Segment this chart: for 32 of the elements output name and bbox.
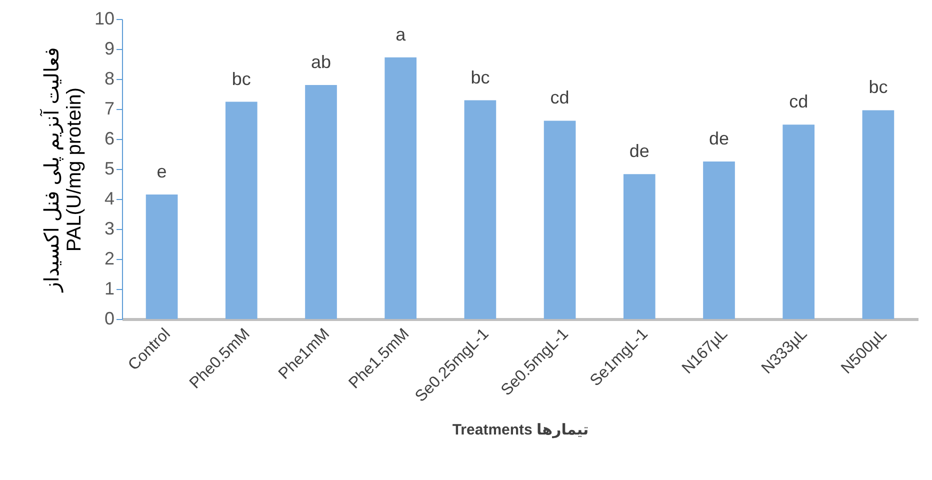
annotation: e [156, 162, 167, 182]
bar [384, 57, 417, 319]
y-tick-label: 10 [94, 8, 114, 28]
y-tick-label: 8 [104, 68, 114, 88]
annotation: ab [310, 52, 332, 72]
bar [146, 194, 178, 319]
bar [544, 120, 576, 319]
bar [862, 110, 894, 319]
x-axis-title: Treatments تیمارها [452, 422, 589, 439]
y-tick-label: 1 [104, 278, 114, 298]
bar [225, 102, 258, 319]
y-tick-label: 2 [104, 248, 114, 268]
annotation: de [708, 128, 730, 148]
annotation: cd [789, 92, 808, 112]
annotation: de [629, 141, 650, 162]
annotation: bc [232, 68, 251, 89]
y-tick-label: 9 [104, 38, 114, 58]
annotation: a [396, 24, 407, 44]
annotation: cd [550, 88, 570, 108]
bar [703, 162, 735, 319]
y-tick-label: 7 [104, 98, 114, 118]
y-tick-label: 0 [104, 308, 114, 328]
y-tick-label: 4 [104, 188, 114, 208]
bar [464, 100, 496, 319]
bar [305, 85, 337, 319]
bar [782, 124, 815, 319]
y-tick-label: 6 [104, 128, 114, 148]
bar [623, 174, 656, 319]
y-tick-label: 3 [104, 218, 114, 238]
annotation: bc [868, 77, 888, 98]
annotation: bc [470, 67, 490, 88]
y-tick-label: 5 [104, 158, 114, 178]
